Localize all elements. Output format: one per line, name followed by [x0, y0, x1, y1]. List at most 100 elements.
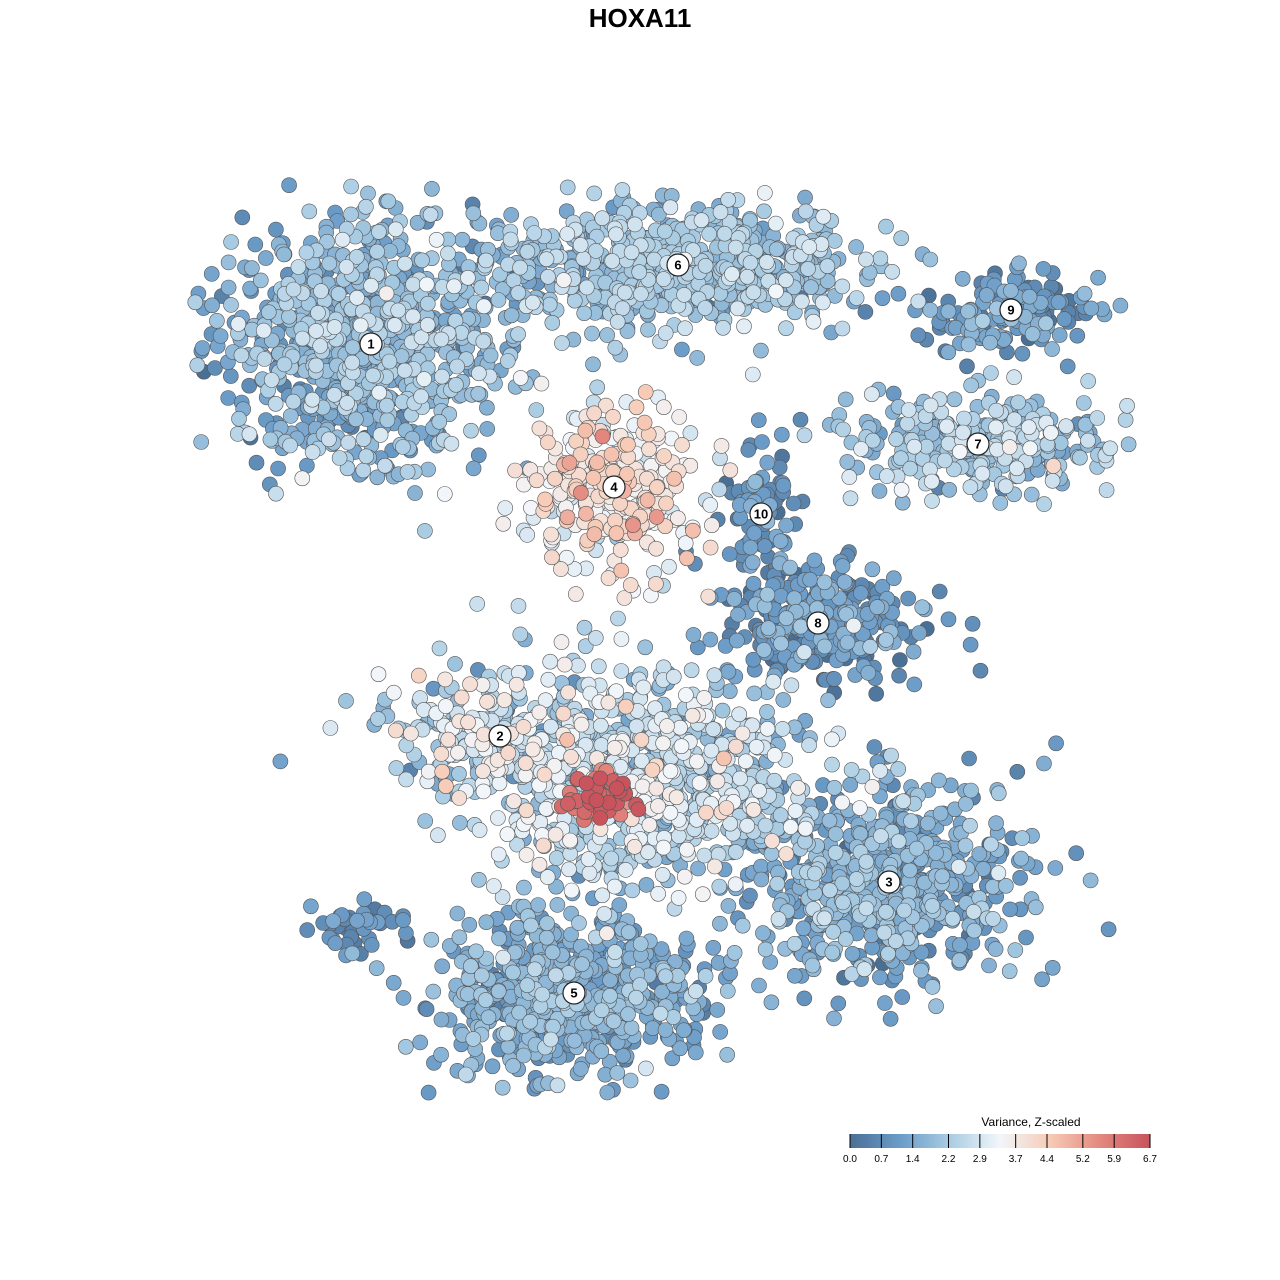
- scatter-point: [505, 964, 521, 981]
- scatter-point: [559, 179, 576, 196]
- scatter-point: [745, 651, 762, 668]
- scatter-point: [490, 810, 506, 826]
- scatter-point: [985, 878, 1001, 895]
- scatter-point: [594, 887, 611, 904]
- scatter-point: [612, 758, 629, 775]
- scatter-point: [322, 720, 339, 736]
- scatter-point: [204, 297, 220, 314]
- scatter-point: [301, 203, 318, 220]
- scatter-point: [604, 253, 621, 269]
- scatter-point: [882, 1010, 899, 1027]
- scatter-point: [883, 747, 899, 764]
- scatter-point: [838, 606, 855, 623]
- scatter-point: [906, 438, 923, 455]
- scatter-point: [338, 259, 355, 275]
- scatter-point: [965, 903, 982, 920]
- scatter-point: [826, 1010, 842, 1027]
- scatter-point: [454, 231, 471, 248]
- scatter-point: [963, 782, 979, 799]
- scatter-point: [607, 944, 623, 960]
- scatter-point: [420, 1084, 437, 1101]
- scatter-point: [632, 936, 649, 952]
- scatter-point: [891, 667, 907, 684]
- scatter-point: [586, 185, 603, 202]
- scatter-point: [460, 269, 476, 286]
- scatter-point: [495, 949, 512, 966]
- chart-title: HOXA11: [589, 3, 692, 33]
- scatter-point: [978, 287, 995, 303]
- scatter-point: [858, 853, 875, 870]
- scatter-point: [852, 585, 869, 601]
- scatter-point: [559, 226, 576, 242]
- scatter-point: [793, 293, 810, 310]
- scatter-point: [566, 292, 583, 309]
- scatter-point: [1036, 496, 1052, 512]
- scatter-point: [773, 426, 790, 443]
- scatter-point: [800, 261, 816, 277]
- scatter-point: [756, 642, 772, 658]
- scatter-point: [220, 390, 236, 406]
- scatter-point: [563, 926, 579, 943]
- scatter-point: [566, 1032, 583, 1049]
- scatter-point: [766, 747, 783, 763]
- scatter-point: [371, 224, 387, 240]
- scatter-point: [960, 336, 977, 353]
- scatter-point: [824, 756, 840, 773]
- scatter-point: [430, 827, 446, 844]
- scatter-point: [792, 411, 809, 428]
- scatter-point: [1043, 424, 1059, 441]
- scatter-point: [982, 334, 998, 351]
- scatter-point: [281, 177, 297, 193]
- scatter-point: [396, 362, 413, 379]
- scatter-point: [878, 632, 894, 648]
- scatter-point: [848, 871, 865, 887]
- scatter-point: [209, 312, 225, 329]
- scatter-point: [1050, 294, 1067, 310]
- scatter-point: [940, 611, 957, 628]
- scatter-point: [719, 1047, 736, 1063]
- scatter-point: [745, 575, 762, 592]
- scatter-point: [871, 483, 888, 499]
- scatter-point: [220, 279, 237, 296]
- scatter-point: [715, 319, 731, 336]
- scatter-point: [711, 878, 728, 895]
- scatter-point: [778, 320, 794, 337]
- scatter-point: [471, 822, 488, 838]
- scatter-point: [448, 376, 464, 393]
- scatter-point: [924, 493, 940, 509]
- scatter-point: [759, 704, 775, 720]
- scatter-point: [422, 207, 439, 223]
- scatter-point: [653, 1083, 670, 1100]
- scatter-point: [561, 861, 577, 878]
- scatter-point: [512, 626, 529, 643]
- scatter-point: [1058, 418, 1074, 435]
- scatter-point: [603, 850, 620, 867]
- scatter-point: [519, 977, 536, 994]
- scatter-point: [1044, 472, 1061, 489]
- scatter-point: [244, 260, 260, 276]
- scatter-point: [685, 627, 702, 643]
- scatter-point: [1051, 327, 1068, 343]
- scatter-point: [326, 386, 343, 403]
- scatter-point: [613, 663, 630, 679]
- scatter-point: [913, 962, 929, 979]
- scatter-point: [844, 945, 861, 962]
- scatter-point: [757, 185, 773, 201]
- scatter-point: [641, 817, 658, 833]
- scatter-point: [778, 610, 795, 627]
- scatter-point: [436, 486, 453, 502]
- scatter-point: [972, 662, 989, 679]
- scatter-point: [678, 687, 694, 703]
- scatter-point: [896, 902, 913, 919]
- scatter-point: [313, 283, 329, 299]
- scatter-point: [433, 331, 450, 348]
- scatter-point: [479, 399, 495, 416]
- scatter-point: [796, 644, 813, 661]
- scatter-point: [395, 990, 412, 1006]
- scatter-point: [344, 354, 361, 371]
- scatter-point: [820, 692, 836, 709]
- scatter-point: [638, 1060, 654, 1077]
- scatter-point: [652, 1005, 669, 1022]
- scatter-point: [834, 794, 850, 811]
- scatter-point: [635, 679, 652, 696]
